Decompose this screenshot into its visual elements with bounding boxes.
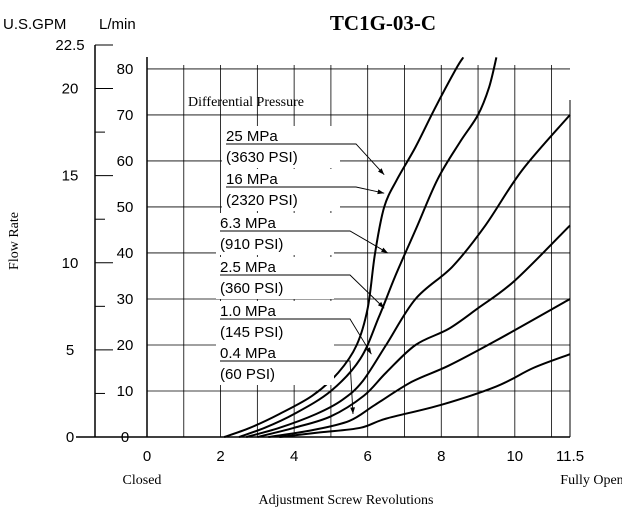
gpm-tick-label: 22.5 xyxy=(55,37,84,54)
x-tick-label: 0 xyxy=(143,448,151,465)
series-line-5 xyxy=(268,298,571,438)
series-leader-line xyxy=(220,360,354,415)
series-label-bg xyxy=(216,301,334,343)
series-label-pressure: 0.4 MPa xyxy=(220,345,277,362)
series-lines xyxy=(223,56,571,438)
lpm-tick-label: 20 xyxy=(117,337,134,354)
series-label-psi: (3630 PSI) xyxy=(226,149,298,166)
series-leader-line xyxy=(226,186,385,194)
y-units-gpm: U.S.GPM xyxy=(3,16,66,33)
x-tick-label: 8 xyxy=(437,448,445,465)
y-units-lpm: L/min xyxy=(99,16,136,33)
series-arrowhead xyxy=(350,407,355,414)
series-label-bg xyxy=(222,169,340,211)
lpm-tick-label: 0 xyxy=(121,429,129,446)
series-arrowhead xyxy=(381,247,388,253)
lpm-tick-label: 30 xyxy=(117,291,134,308)
x-closed-label: Closed xyxy=(123,473,162,488)
x-axis-label: Adjustment Screw Revolutions xyxy=(259,493,434,508)
series-labels: 25 MPa (3630 PSI) 16 MPa (2320 PSI) 6.3 MPa (… xyxy=(216,126,389,415)
lpm-tick-label: 50 xyxy=(117,199,134,216)
series-line-6 xyxy=(279,353,571,438)
series-leader-line xyxy=(220,230,389,254)
series-label-bg xyxy=(216,343,334,385)
series-label-pressure: 2.5 MPa xyxy=(220,259,277,276)
gpm-tick-label: 15 xyxy=(62,168,79,185)
series-label-pressure: 25 MPa xyxy=(226,128,278,145)
gpm-tick-label: 0 xyxy=(66,429,74,446)
gpm-tick-label: 5 xyxy=(66,342,74,359)
x-tick-label: 10 xyxy=(506,448,523,465)
differential-pressure-header: Differential Pressure xyxy=(188,95,304,110)
series-label-psi: (2320 PSI) xyxy=(226,192,298,209)
series-label-psi: (910 PSI) xyxy=(220,236,283,253)
series-arrowhead xyxy=(377,189,385,195)
series-line-2 xyxy=(238,57,498,438)
series-line-1 xyxy=(223,56,465,438)
series-label-bg xyxy=(222,126,340,168)
series-label-pressure: 1.0 MPa xyxy=(220,303,277,320)
series-label-bg xyxy=(216,213,334,255)
lpm-tick-label: 10 xyxy=(117,383,134,400)
y-axis-label: Flow Rate xyxy=(7,212,22,270)
chart-title: TC1G-03-C xyxy=(330,11,436,35)
x-tick-label: 11.5 xyxy=(556,448,584,465)
lpm-tick-label: 80 xyxy=(117,61,134,78)
series-arrowhead xyxy=(365,347,372,355)
lpm-tick-label: 60 xyxy=(117,153,134,170)
lpm-tick-label: 70 xyxy=(117,107,134,124)
series-line-3 xyxy=(246,114,571,438)
series-arrowhead xyxy=(378,168,385,175)
series-label-bg xyxy=(216,257,334,299)
series-label-psi: (60 PSI) xyxy=(220,366,275,383)
gpm-tick-label: 10 xyxy=(62,255,79,272)
grid xyxy=(147,65,570,437)
series-leader-line xyxy=(220,318,372,355)
gpm-tick-label: 20 xyxy=(62,81,79,98)
series-label-psi: (360 PSI) xyxy=(220,280,283,297)
x-open-label: Fully Open xyxy=(560,473,622,488)
x-tick-label: 6 xyxy=(364,448,372,465)
series-label-pressure: 16 MPa xyxy=(226,171,278,188)
series-leader-line xyxy=(220,274,385,309)
tick-labels: 0 5 10 15 20 22.5 0 10 20 30 40 50 60 70 80 0 2 4 6 8 10 11.5 xyxy=(55,37,584,465)
series-label-psi: (145 PSI) xyxy=(220,324,283,341)
x-tick-label: 2 xyxy=(216,448,224,465)
axes xyxy=(76,45,571,438)
series-label-pressure: 6.3 MPa xyxy=(220,215,277,232)
series-leader-line xyxy=(226,143,385,176)
x-tick-label: 4 xyxy=(290,448,298,465)
lpm-tick-label: 40 xyxy=(117,245,134,262)
series-line-4 xyxy=(257,224,571,438)
series-arrowhead xyxy=(377,301,385,309)
